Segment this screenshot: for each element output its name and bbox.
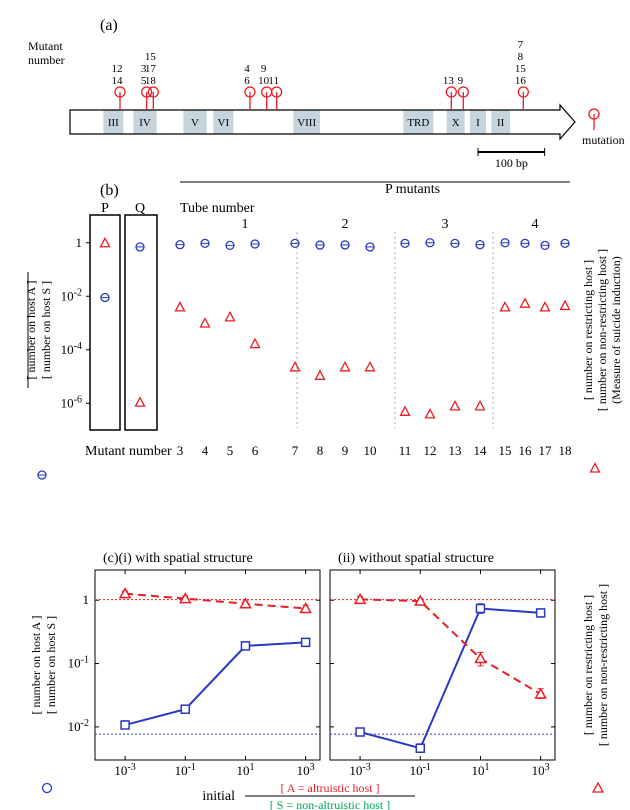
svg-text:8: 8 bbox=[317, 443, 324, 458]
svg-text:4: 4 bbox=[244, 63, 250, 75]
svg-text:[ number on restricting host ]: [ number on restricting host ] bbox=[581, 260, 595, 400]
svg-text:I: I bbox=[476, 117, 480, 129]
svg-text:9: 9 bbox=[458, 75, 464, 87]
svg-text:10-1: 10-1 bbox=[410, 762, 431, 779]
svg-text:17: 17 bbox=[145, 63, 157, 75]
svg-text:(b): (b) bbox=[100, 182, 119, 199]
svg-text:7: 7 bbox=[518, 39, 524, 51]
svg-text:1: 1 bbox=[83, 592, 90, 607]
figure: (a)MutantnumberIIIIVVVIVIIITRDXIII121435… bbox=[0, 0, 630, 810]
svg-text:V: V bbox=[191, 117, 199, 129]
svg-text:IV: IV bbox=[139, 117, 151, 129]
svg-text:10: 10 bbox=[364, 443, 377, 458]
svg-text:103: 103 bbox=[532, 762, 550, 779]
svg-text:number: number bbox=[28, 53, 65, 67]
svg-text:13: 13 bbox=[449, 443, 462, 458]
svg-text:15: 15 bbox=[515, 63, 527, 75]
svg-text:11: 11 bbox=[399, 443, 412, 458]
svg-text:18: 18 bbox=[145, 75, 157, 87]
svg-text:14: 14 bbox=[112, 75, 124, 87]
svg-text:15: 15 bbox=[499, 443, 512, 458]
svg-text:III: III bbox=[108, 117, 119, 129]
svg-text:3: 3 bbox=[442, 217, 449, 232]
svg-text:X: X bbox=[452, 117, 460, 129]
svg-text:14: 14 bbox=[474, 443, 488, 458]
svg-text:(ii) without spatial structur: (ii) without spatial structure bbox=[338, 551, 494, 566]
svg-text:15: 15 bbox=[145, 51, 157, 63]
svg-text:[ number on host A ]: [ number on host A ] bbox=[29, 616, 43, 715]
svg-text:[ number on non-restricting ho: [ number on non-restricting host ] bbox=[595, 249, 609, 411]
svg-text:Mutant: Mutant bbox=[28, 39, 63, 53]
svg-text:13: 13 bbox=[443, 75, 455, 87]
svg-text:3: 3 bbox=[177, 443, 184, 458]
svg-text:P: P bbox=[101, 201, 109, 216]
svg-text:100 bp: 100 bp bbox=[495, 156, 528, 170]
svg-text:Tube number: Tube number bbox=[180, 201, 255, 216]
svg-text:10-4: 10-4 bbox=[61, 340, 82, 357]
svg-text:16: 16 bbox=[519, 443, 533, 458]
svg-text:5: 5 bbox=[227, 443, 234, 458]
svg-text:9: 9 bbox=[261, 63, 267, 75]
svg-text:101: 101 bbox=[236, 762, 254, 779]
svg-text:6: 6 bbox=[252, 443, 259, 458]
svg-text:6: 6 bbox=[244, 75, 250, 87]
svg-text:[ A = altruistic host ]: [ A = altruistic host ] bbox=[280, 781, 379, 795]
svg-text:VIII: VIII bbox=[297, 117, 316, 129]
svg-text:II: II bbox=[497, 117, 505, 129]
svg-text:initial: initial bbox=[202, 789, 235, 804]
svg-text:[ number on host S ]: [ number on host S ] bbox=[39, 281, 53, 379]
svg-text:10-1: 10-1 bbox=[175, 762, 196, 779]
svg-text:Q: Q bbox=[135, 201, 145, 216]
svg-text:1: 1 bbox=[76, 235, 83, 250]
svg-text:10-6: 10-6 bbox=[61, 394, 82, 411]
svg-text:1: 1 bbox=[242, 217, 249, 232]
svg-text:[ number on non-restricting ho: [ number on non-restricting host ] bbox=[596, 584, 610, 746]
svg-text:10-2: 10-2 bbox=[61, 287, 82, 304]
svg-text:12: 12 bbox=[112, 63, 123, 75]
svg-text:12: 12 bbox=[424, 443, 437, 458]
svg-text:16: 16 bbox=[515, 75, 527, 87]
svg-text:103: 103 bbox=[297, 762, 315, 779]
svg-text:8: 8 bbox=[518, 51, 524, 63]
svg-text:2: 2 bbox=[342, 217, 349, 232]
svg-text:4: 4 bbox=[202, 443, 209, 458]
svg-text:(a): (a) bbox=[100, 17, 118, 34]
svg-text:18: 18 bbox=[559, 443, 572, 458]
svg-text:10-3: 10-3 bbox=[349, 762, 370, 779]
svg-text:101: 101 bbox=[471, 762, 489, 779]
svg-text:[ number on host A ]: [ number on host A ] bbox=[24, 281, 38, 380]
svg-text:mutation: mutation bbox=[582, 133, 625, 147]
svg-text:9: 9 bbox=[342, 443, 349, 458]
svg-text:(c)(i) with spatial structure: (c)(i) with spatial structure bbox=[103, 551, 253, 566]
svg-text:[ S = non-altruistic host ]: [ S = non-altruistic host ] bbox=[270, 798, 390, 810]
svg-text:17: 17 bbox=[539, 443, 553, 458]
svg-text:(Measure of suicide induction): (Measure of suicide induction) bbox=[609, 256, 623, 404]
svg-text:Mutant number: Mutant number bbox=[85, 444, 172, 459]
svg-text:11: 11 bbox=[268, 75, 279, 87]
svg-text:10-1: 10-1 bbox=[68, 654, 89, 671]
svg-text:P mutants: P mutants bbox=[385, 182, 440, 197]
svg-text:4: 4 bbox=[532, 217, 539, 232]
svg-text:TRD: TRD bbox=[407, 117, 429, 129]
svg-text:[ number on restricting host ]: [ number on restricting host ] bbox=[581, 595, 595, 735]
svg-text:[ number on host S ]: [ number on host S ] bbox=[44, 616, 58, 714]
svg-text:VI: VI bbox=[218, 117, 230, 129]
svg-text:7: 7 bbox=[292, 443, 299, 458]
svg-text:10-2: 10-2 bbox=[68, 717, 89, 734]
svg-text:10-3: 10-3 bbox=[114, 762, 135, 779]
